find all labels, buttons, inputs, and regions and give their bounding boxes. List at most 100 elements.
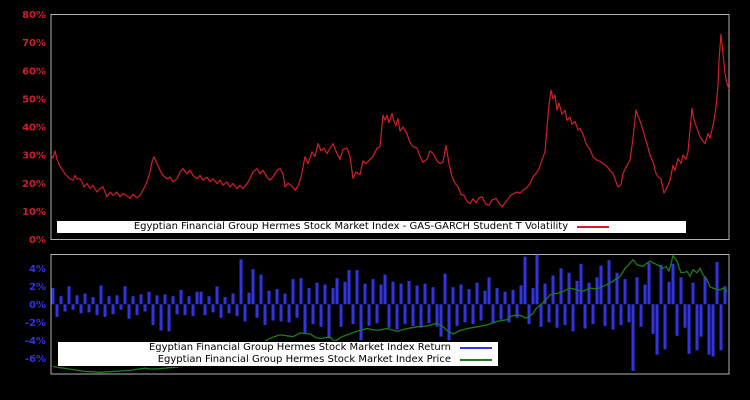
return-bar xyxy=(355,270,359,305)
return-bar xyxy=(87,304,91,313)
return-bar xyxy=(423,283,427,305)
return-bar xyxy=(467,289,471,305)
return-bar xyxy=(251,269,255,305)
return-bar xyxy=(63,304,67,312)
return-bar xyxy=(271,304,275,321)
volatility-legend-line-sample xyxy=(577,226,610,228)
return-bar xyxy=(635,277,639,305)
return-bar xyxy=(403,304,407,325)
return-bar xyxy=(171,296,175,305)
return-bar xyxy=(711,304,715,357)
return-bar xyxy=(147,291,151,305)
return-bar xyxy=(327,304,331,339)
return-bar xyxy=(375,304,379,324)
return-bar xyxy=(647,262,651,305)
return-bar xyxy=(83,293,87,305)
return-bar xyxy=(671,263,675,305)
returns-panel-border xyxy=(50,254,730,375)
return-bar xyxy=(611,304,615,330)
return-bar xyxy=(519,285,523,305)
return-bar xyxy=(459,284,463,305)
volatility-y-tick-label: 20% xyxy=(22,179,46,190)
price-legend-row: Egyptian Financial Group Hermes Stock Ma… xyxy=(58,354,498,366)
return-bar xyxy=(651,304,655,334)
return-bar xyxy=(103,304,107,317)
return-bar xyxy=(495,288,499,305)
return-bar xyxy=(439,304,443,337)
return-bar xyxy=(67,286,71,305)
return-bar xyxy=(663,304,667,350)
return-price-legend: Egyptian Financial Group Hermes Stock Ma… xyxy=(57,341,499,367)
volatility-y-tick-label: 30% xyxy=(22,151,46,162)
return-bar xyxy=(135,304,139,316)
return-bar xyxy=(311,304,315,325)
return-bar xyxy=(383,274,387,305)
returns-y-tick-label: 0% xyxy=(29,300,46,311)
return-bar xyxy=(319,304,323,327)
return-bar xyxy=(203,304,207,316)
return-bar xyxy=(551,275,555,305)
return-bar xyxy=(687,304,691,354)
return-bar xyxy=(579,263,583,305)
return-bar xyxy=(75,295,79,305)
return-bar xyxy=(451,287,455,305)
return-bar xyxy=(119,304,123,310)
return-bar xyxy=(231,293,235,305)
return-bar xyxy=(639,304,643,327)
return-bar xyxy=(227,304,231,314)
return-bar xyxy=(491,304,495,324)
return-bar xyxy=(571,304,575,332)
return-bar xyxy=(407,280,411,305)
return-bar xyxy=(619,304,623,325)
return-bar xyxy=(543,283,547,305)
return-bar xyxy=(351,304,355,325)
volatility-panel-border xyxy=(50,14,730,240)
return-bar xyxy=(123,286,127,305)
volatility-legend-label: Egyptian Financial Group Hermes Stock Ma… xyxy=(133,221,569,232)
return-bar xyxy=(175,304,179,315)
return-bar xyxy=(427,304,431,324)
return-bar xyxy=(415,285,419,305)
return-bar xyxy=(179,289,183,305)
return-bar xyxy=(535,254,539,305)
return-bar xyxy=(479,304,483,321)
return-bar xyxy=(207,296,211,305)
return-bar xyxy=(699,304,703,337)
return-bar xyxy=(323,284,327,305)
return-bar xyxy=(95,304,99,316)
return-bar xyxy=(715,262,719,305)
return-bar xyxy=(155,295,159,305)
return-bar xyxy=(527,304,531,325)
return-bar xyxy=(235,304,239,316)
return-bar xyxy=(499,304,503,320)
return-bar xyxy=(475,282,479,305)
return-bar xyxy=(431,287,435,305)
return-bar xyxy=(399,283,403,305)
return-bar xyxy=(539,304,543,327)
return-bar xyxy=(167,304,171,332)
return-bar xyxy=(335,278,339,305)
return-bar xyxy=(703,276,707,305)
return-bar xyxy=(339,304,343,327)
return-legend-row: Egyptian Financial Group Hermes Stock Ma… xyxy=(58,342,498,354)
return-bar xyxy=(435,304,439,327)
return-bar xyxy=(91,297,95,305)
return-bar xyxy=(575,280,579,305)
return-bar xyxy=(419,304,423,328)
return-bar xyxy=(239,259,243,305)
return-bar xyxy=(99,285,103,305)
return-bar xyxy=(443,273,447,305)
return-bar xyxy=(151,304,155,325)
return-bar xyxy=(315,282,319,305)
return-bar xyxy=(331,288,335,305)
return-bar xyxy=(131,296,135,305)
return-bar xyxy=(243,304,247,322)
return-bar xyxy=(259,274,263,305)
return-bar xyxy=(199,291,203,305)
return-bar xyxy=(219,304,223,318)
return-legend-label: Egyptian Financial Group Hermes Stock Ma… xyxy=(148,342,451,353)
return-bar xyxy=(183,304,187,316)
return-bar xyxy=(447,304,451,341)
